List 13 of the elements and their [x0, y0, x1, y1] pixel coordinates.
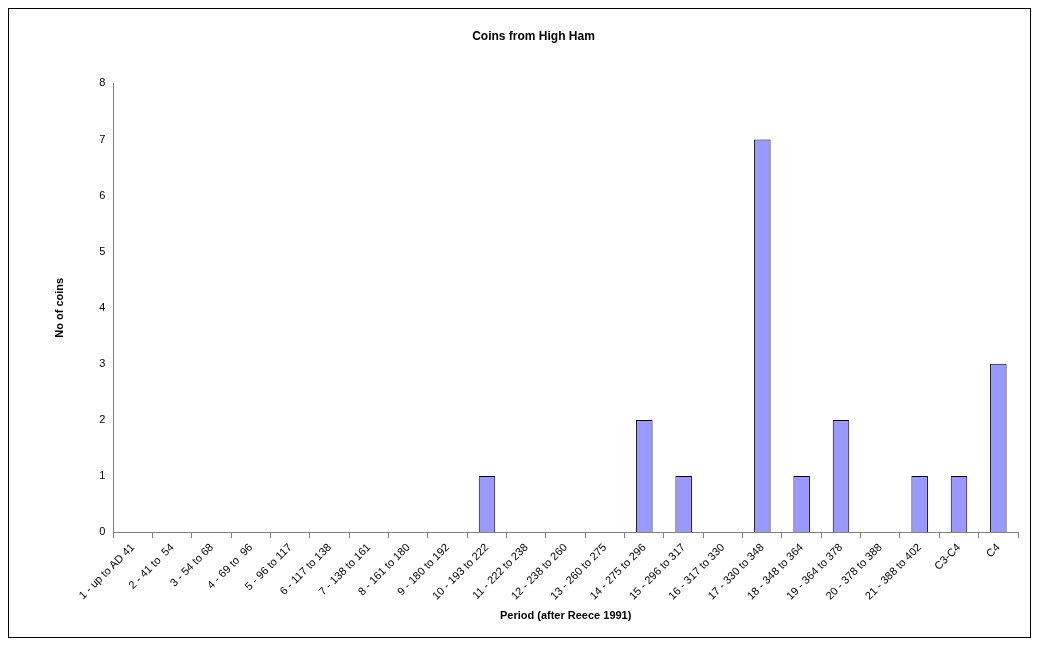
y-tick-label: 1 [99, 469, 106, 482]
x-axis-title: Period (after Reece 1991) [499, 609, 632, 622]
x-tick-label: C4 [983, 540, 1002, 560]
y-tick-label: 8 [99, 76, 106, 89]
y-tick-label: 6 [99, 188, 106, 201]
y-tick-label: 3 [99, 356, 106, 369]
y-tick-label: 0 [99, 525, 106, 538]
y-tick-label: 5 [99, 244, 106, 257]
y-tick-label: 4 [99, 300, 106, 313]
y-tick-label: 7 [99, 132, 106, 145]
y-tick-label: 2 [99, 412, 106, 425]
chart-title: Coins from High Ham [472, 28, 595, 43]
y-axis-title: No of coins [52, 277, 65, 338]
